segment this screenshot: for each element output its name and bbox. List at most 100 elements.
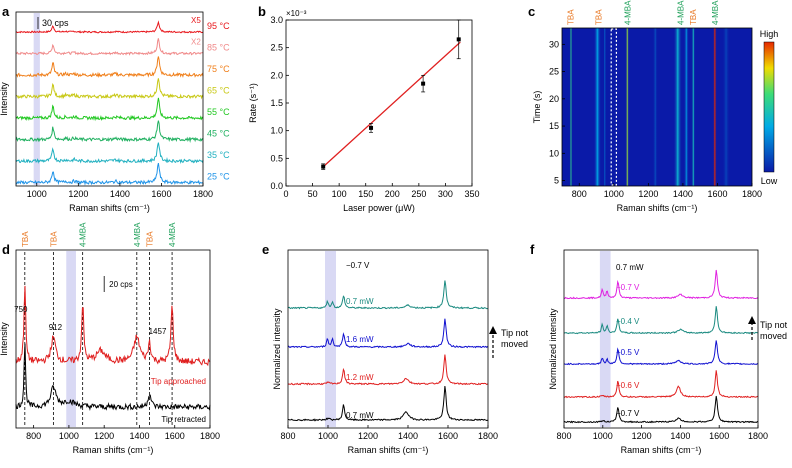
c-heatmap-stripe [569,28,573,186]
f-annotation: Tip not [760,320,788,330]
a-spectrum-line [15,142,204,165]
c-xtick-label: 800 [572,189,587,199]
a-spectrum-line [15,56,204,79]
e-arrow-head [489,326,497,334]
d-scalebar-label: 20 cps [109,280,133,289]
panel-letter-b: b [258,4,266,19]
e-spectrum-line [287,280,488,310]
f-spectrum-line [563,340,759,366]
c-highlight-box [610,28,618,186]
f-spectrum-line [563,395,759,424]
c-colorbar-low: Low [761,176,778,186]
e-spectrum-line [287,318,489,349]
b-xtick-label: 0 [283,189,288,199]
f-arrow-head [748,316,756,324]
f-xtick-label: 1800 [748,431,768,441]
b-ytick-label: 3.0 [270,15,283,25]
b-data-point [421,81,426,86]
d-spectrum-approached [15,285,211,367]
e-plot-frame [287,249,489,429]
d-highlight-band [66,251,76,427]
f-series-label: −0.7 V [616,409,640,418]
c-ytick-label: 10 [549,148,559,158]
d-peak-value: 912 [49,323,63,332]
c-colorbar [763,41,775,173]
e-spectrum-line [287,385,489,422]
a-spectrum-line [15,38,204,56]
e-series-label: 0.7 mW [346,411,374,420]
b-ytick-label: 0.0 [270,181,283,191]
c-peak-label: 4-MBA [623,0,632,25]
e-xtick-label: 1800 [478,431,498,441]
b-data-point [456,37,461,42]
b-ytick-label: 1.5 [270,98,283,108]
d-spectrum-retracted [15,343,211,412]
d-xtick-label: 1200 [94,431,114,441]
a-series-label: 75 °C [207,64,230,74]
f-plot-frame [563,249,759,429]
d-peak-label: 4-MBA [79,222,88,247]
a-xtick-label: 1800 [193,189,213,199]
b-xtick-label: 350 [464,189,479,199]
c-plot-frame [561,27,753,187]
c-peak-label: 4-MBA [676,0,685,25]
d-peak-label: 4-MBA [168,222,177,247]
a-series-label: 25 °C [207,172,230,182]
b-ytick-label: 2.5 [270,43,283,53]
c-heatmap-stripe [593,28,602,186]
f-xtick-label: 1000 [593,431,613,441]
a-xtick-label: 1200 [68,189,88,199]
d-peak-label: 4-MBA [133,222,142,247]
a-xtick-label: 1400 [110,189,130,199]
f-spectrum-line [563,370,759,399]
a-series-label: 65 °C [207,86,230,96]
d-xtick-label: 800 [26,431,41,441]
c-xtick-label: 1600 [707,189,727,199]
d-ylabel: Intensity [0,322,9,356]
panel-letter-d: d [2,242,10,257]
e-ylabel: Normalized intensity [272,308,282,390]
panel-letter-c: c [528,4,535,19]
c-heatmap-stripe [673,28,682,186]
f-xtick-label: 1600 [709,431,729,441]
panel-letter-e: e [262,242,269,257]
e-xtick-label: 1200 [358,431,378,441]
a-spectrum-line [15,20,204,34]
d-xtick-label: 1600 [165,431,185,441]
b-ytick-label: 2.0 [270,70,283,80]
d-peak-value: 750 [14,305,28,314]
b-data-point [369,125,374,130]
panel-letter-a: a [2,4,10,19]
a-scalebar-label: 30 cps [42,18,69,28]
a-xlabel: Raman shifts (cm⁻¹) [69,203,150,213]
b-ylabel: Rate (s⁻¹) [248,83,258,123]
a-ylabel: Intensity [0,82,9,116]
a-plot-frame [15,11,204,187]
c-ytick-label: 5 [554,176,559,186]
f-series-label: −0.4 V [616,317,640,326]
f-ylabel: Normalized intensity [548,308,558,390]
b-ytick-label: 0.5 [270,153,283,163]
c-ytick-label: 15 [549,121,559,131]
c-xtick-label: 1400 [673,189,693,199]
e-xtick-label: 1400 [398,431,418,441]
e-series-label: −0.7 V [346,261,370,270]
b-xtick-label: 50 [308,189,318,199]
b-xtick-label: 250 [411,189,426,199]
c-heatmap-stripe [652,28,658,186]
e-annotation: moved [501,339,528,349]
a-series-label: 85 °C [207,43,230,53]
c-ytick-label: 20 [549,94,559,104]
e-xtick-label: 1000 [318,431,338,441]
c-peak-label: 4-MBA [711,0,720,25]
c-peak-label: TBA [567,9,576,25]
c-xtick-label: 1800 [742,189,762,199]
c-colorbar-high: High [760,29,779,39]
d-xtick-label: 1400 [129,431,149,441]
b-xtick-label: 300 [438,189,453,199]
f-xtick-label: 1400 [670,431,690,441]
d-xtick-label: 1000 [59,431,79,441]
a-series-note: X5 [191,16,201,25]
c-heatmap-stripe [722,28,730,186]
